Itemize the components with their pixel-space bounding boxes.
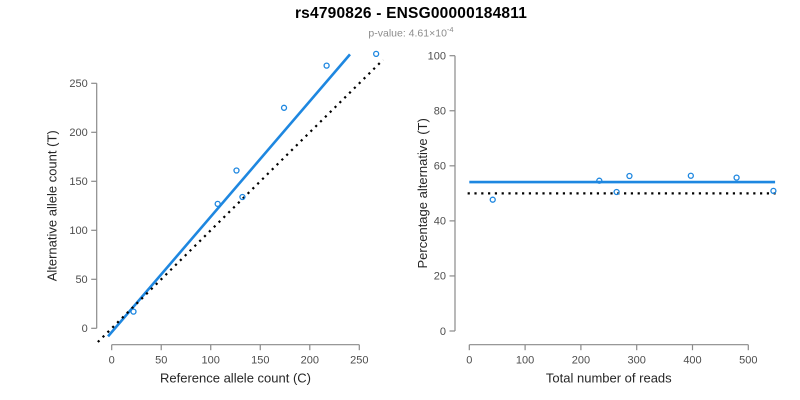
x-tick-label: 200 xyxy=(572,355,590,367)
data-point xyxy=(626,172,633,180)
x-tick-label: 100 xyxy=(202,355,220,367)
identity-y-equals-x-line xyxy=(97,58,384,343)
x-tick-label: 100 xyxy=(516,355,534,367)
y-tick-label: 100 xyxy=(69,225,87,237)
data-point xyxy=(733,174,740,181)
regression-fit-line xyxy=(107,53,351,338)
points-group xyxy=(130,50,380,315)
x-axis-title: Reference allele count (C) xyxy=(160,371,311,386)
y-tick-label: 0 xyxy=(440,326,446,338)
x-tick-label: 50 xyxy=(155,355,167,367)
y-tick-label: 60 xyxy=(434,161,446,173)
pvalue-exponent: -4 xyxy=(446,25,454,34)
x-tick-label: 200 xyxy=(301,355,319,367)
data-point xyxy=(239,193,246,201)
x-tick-label: 0 xyxy=(109,355,115,367)
y-tick-label: 150 xyxy=(69,176,87,188)
y-axis-title: Percentage alternative (T) xyxy=(415,118,430,268)
y-tick-label: 80 xyxy=(434,106,446,118)
lines-group xyxy=(97,53,384,343)
data-point xyxy=(372,50,380,58)
page-title: rs4790826 - ENSG00000184811 xyxy=(294,5,528,22)
plot-alt-count-vs-ref-count: 0 50 100 150 200 250 0 50 100 150 200 250 Reference … xyxy=(45,50,384,386)
data-point xyxy=(323,62,330,69)
data-point xyxy=(214,200,221,207)
points-group xyxy=(489,172,777,203)
data-point xyxy=(596,177,603,184)
data-point xyxy=(280,104,288,111)
data-point xyxy=(489,196,496,203)
data-point xyxy=(613,188,620,196)
y-axis-title: Alternative allele count (T) xyxy=(45,130,60,281)
y-tick-label: 0 xyxy=(82,323,88,335)
data-point xyxy=(130,308,137,315)
pvalue-subtitle: p-value: 4.61×10-4 xyxy=(16,25,800,40)
x-tick-label: 300 xyxy=(628,355,646,367)
x-axis-title: Total number of reads xyxy=(546,371,672,386)
data-point xyxy=(233,167,240,174)
x-tick-label: 400 xyxy=(683,355,701,367)
y-tick-label: 40 xyxy=(434,216,446,228)
pvalue-text: p-value: 4.61×10 xyxy=(368,27,447,40)
x-tick-label: 250 xyxy=(350,355,368,367)
data-point xyxy=(770,187,777,195)
y-tick-label: 50 xyxy=(75,274,87,286)
plot-pct-alternative-vs-total-reads: 0 100 200 300 400 500 0 20 40 60 80 100 Total number… xyxy=(415,51,777,386)
lines-group xyxy=(467,180,776,195)
y-tick-label: 200 xyxy=(69,127,87,139)
y-tick-label: 250 xyxy=(69,78,87,90)
y-tick-label: 100 xyxy=(428,51,446,63)
x-tick-label: 0 xyxy=(466,355,472,367)
x-tick-label: 150 xyxy=(251,355,269,367)
x-tick-label: 500 xyxy=(739,355,757,367)
data-point xyxy=(687,172,694,179)
y-tick-label: 20 xyxy=(434,271,446,283)
